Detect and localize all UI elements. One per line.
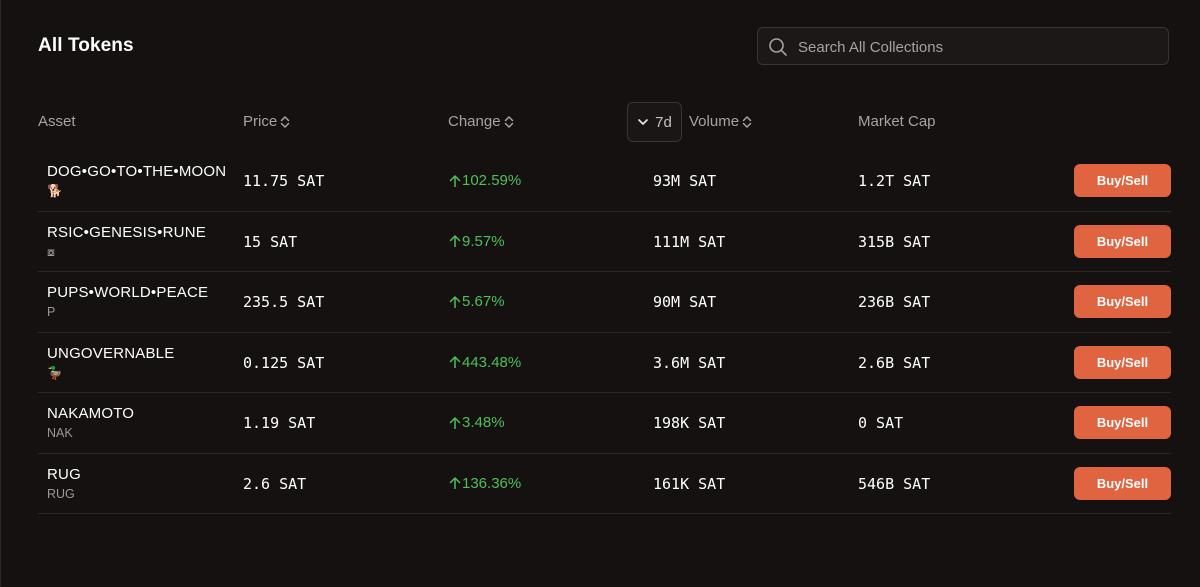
- token-table-body: DOG•GO•TO•THE•MOON 🐕 11.75 SAT 102.59% 9…: [38, 151, 1171, 514]
- arrow-up-icon: [449, 416, 461, 429]
- column-asset-label: Asset: [38, 113, 76, 130]
- market-cap-cell: 0 SAT: [858, 414, 904, 432]
- arrow-up-icon: [449, 235, 461, 247]
- period-select[interactable]: 7d: [627, 102, 682, 142]
- asset-name[interactable]: RSIC•GENESIS•RUNE: [47, 223, 206, 241]
- market-cap-cell: 2.6B SAT: [858, 353, 931, 372]
- asset-name[interactable]: NAKAMOTO: [47, 405, 135, 422]
- asset-symbol: P: [47, 305, 56, 319]
- change-cell: 102.59%: [449, 172, 521, 189]
- buy-sell-button[interactable]: Buy/Sell: [1074, 466, 1171, 500]
- arrow-up-icon: [449, 295, 461, 308]
- change-value: 3.48%: [462, 414, 505, 431]
- market-cap-cell: 236B SAT: [858, 293, 931, 311]
- asset-name[interactable]: UNGOVERNABLE: [47, 344, 175, 362]
- price-cell: 1.19 SAT: [243, 414, 316, 432]
- price-cell: 0.125 SAT: [243, 353, 325, 372]
- change-value: 9.57%: [462, 232, 505, 250]
- asset-name[interactable]: RUG: [47, 465, 81, 483]
- table-row[interactable]: UNGOVERNABLE 🦆 0.125 SAT 443.48% 3.6M SA…: [38, 333, 1171, 393]
- buy-sell-button[interactable]: Buy/Sell: [1074, 345, 1171, 379]
- column-change-label: Change: [448, 113, 501, 130]
- volume-cell: 93M SAT: [653, 172, 717, 190]
- volume-cell: 198K SAT: [653, 414, 726, 432]
- asset-name[interactable]: PUPS•WORLD•PEACE: [47, 284, 209, 301]
- market-cap-cell: 1.2T SAT: [858, 172, 931, 190]
- column-market-cap: Market Cap: [858, 113, 936, 130]
- buy-sell-button[interactable]: Buy/Sell: [1074, 285, 1171, 318]
- search-icon: [769, 38, 787, 56]
- change-cell: 9.57%: [449, 233, 505, 250]
- price-cell: 235.5 SAT: [243, 293, 325, 311]
- column-change[interactable]: Change: [448, 113, 514, 130]
- buy-sell-button[interactable]: Buy/Sell: [1074, 164, 1171, 197]
- search-box[interactable]: [757, 27, 1169, 66]
- arrow-up-icon: [449, 477, 461, 489]
- market-cap-cell: 546B SAT: [858, 474, 931, 493]
- table-row[interactable]: PUPS•WORLD•PEACE P 235.5 SAT 5.67% 90M S…: [38, 272, 1171, 333]
- table-row[interactable]: DOG•GO•TO•THE•MOON 🐕 11.75 SAT 102.59% 9…: [38, 151, 1171, 212]
- column-market-cap-label: Market Cap: [858, 113, 936, 130]
- table-header: Asset Price Change 7d Volume: [1, 100, 1200, 144]
- asset-name[interactable]: DOG•GO•TO•THE•MOON: [47, 163, 227, 180]
- search-input[interactable]: [796, 28, 1160, 66]
- sort-icon[interactable]: [742, 115, 752, 129]
- price-cell: 15 SAT: [243, 232, 298, 251]
- column-volume-label: Volume: [689, 113, 740, 130]
- asset-symbol: 🐕: [47, 184, 63, 198]
- market-cap-cell: 315B SAT: [858, 232, 931, 251]
- price-cell: 2.6 SAT: [243, 474, 307, 493]
- change-value: 443.48%: [462, 353, 522, 371]
- volume-cell: 90M SAT: [653, 293, 717, 311]
- column-price-label: Price: [243, 113, 278, 130]
- buy-sell-button[interactable]: Buy/Sell: [1074, 224, 1171, 258]
- asset-symbol: RUG: [47, 486, 75, 501]
- table-row[interactable]: RUG RUG 2.6 SAT 136.36% 161K SAT 546B SA…: [38, 454, 1171, 514]
- price-cell: 11.75 SAT: [243, 172, 325, 190]
- table-row[interactable]: NAKAMOTO NAK 1.19 SAT 3.48% 198K SAT 0 S…: [38, 393, 1171, 454]
- arrow-up-icon: [449, 356, 461, 368]
- volume-cell: 3.6M SAT: [653, 353, 726, 372]
- change-value: 102.59%: [462, 172, 522, 189]
- asset-symbol: 🦆: [47, 365, 63, 380]
- change-cell: 136.36%: [449, 475, 521, 492]
- change-cell: 3.48%: [449, 414, 505, 431]
- asset-symbol: ⧇: [47, 244, 55, 259]
- table-row[interactable]: RSIC•GENESIS•RUNE ⧇ 15 SAT 9.57% 111M SA…: [38, 212, 1171, 272]
- sort-icon[interactable]: [280, 115, 290, 129]
- volume-cell: 161K SAT: [653, 474, 726, 493]
- period-select-value: 7d: [655, 113, 672, 131]
- buy-sell-button[interactable]: Buy/Sell: [1074, 406, 1171, 439]
- column-volume[interactable]: Volume: [689, 113, 752, 130]
- column-price[interactable]: Price: [243, 113, 290, 130]
- arrow-up-icon: [449, 174, 461, 187]
- change-cell: 5.67%: [449, 293, 505, 310]
- change-value: 136.36%: [462, 474, 522, 492]
- change-cell: 443.48%: [449, 354, 521, 371]
- change-value: 5.67%: [462, 293, 505, 310]
- page-title: All Tokens: [38, 35, 134, 56]
- sort-icon[interactable]: [504, 115, 514, 129]
- volume-cell: 111M SAT: [653, 232, 726, 251]
- chevron-down-icon: [638, 119, 649, 125]
- asset-symbol: NAK: [47, 426, 73, 440]
- column-asset: Asset: [38, 113, 76, 130]
